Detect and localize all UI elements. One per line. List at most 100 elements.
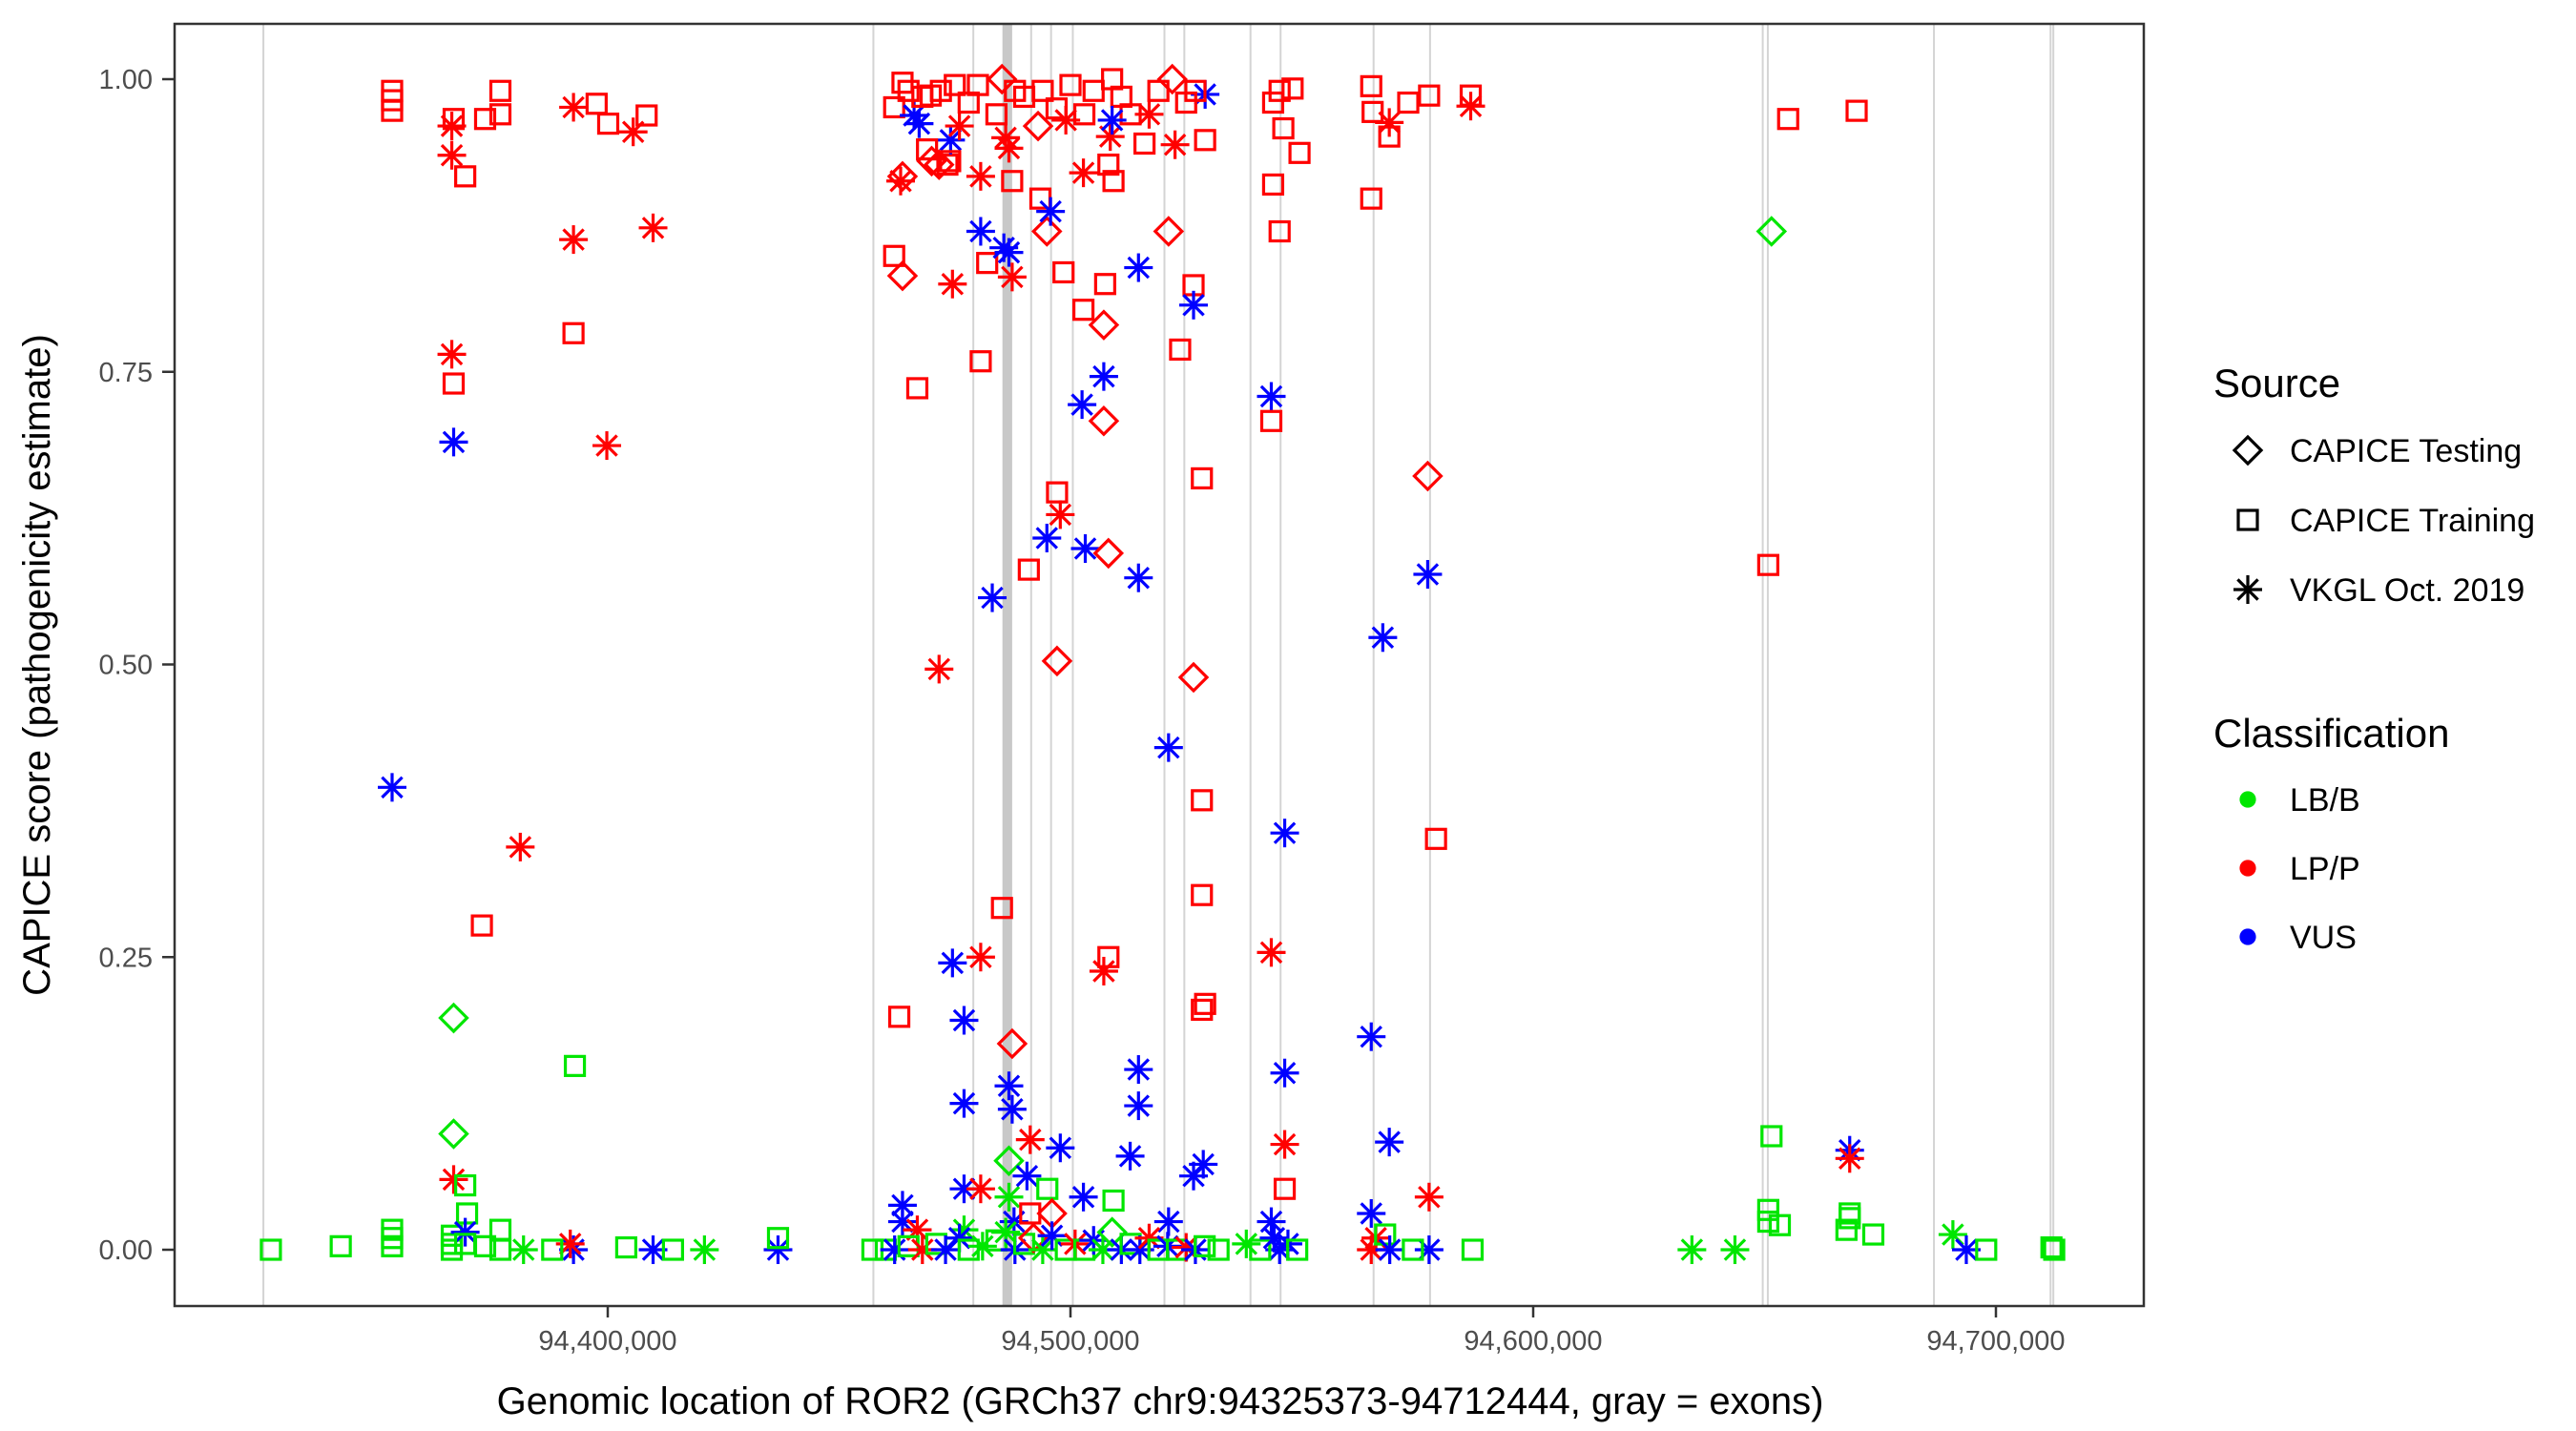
data-point-asterisk <box>1115 1141 1145 1171</box>
legend-title-classification: Classification <box>2213 711 2449 756</box>
data-point-asterisk <box>1179 290 1209 320</box>
data-point-diamond <box>993 1145 1025 1177</box>
data-point-asterisk <box>763 1235 793 1264</box>
data-point-square <box>916 138 939 161</box>
data-point-square <box>381 99 404 122</box>
data-point-square <box>1861 1223 1885 1246</box>
data-point-diamond <box>438 1002 469 1034</box>
data-point-square <box>1361 100 1384 123</box>
data-point-square <box>1259 409 1283 432</box>
data-point-asterisk <box>1413 560 1443 590</box>
data-point-square <box>1194 1234 1216 1257</box>
data-point-square <box>1194 992 1216 1015</box>
data-point-asterisk <box>938 269 967 299</box>
data-point-asterisk <box>966 943 995 972</box>
exon-band <box>1761 24 1764 1306</box>
y-tick-label: 0.00 <box>99 1235 153 1266</box>
y-tick-label: 1.00 <box>99 65 153 95</box>
data-point-square <box>1402 1238 1424 1261</box>
data-point-square <box>1191 883 1214 906</box>
data-point-square <box>1207 1238 1230 1261</box>
data-point-asterisk <box>1259 1223 1289 1253</box>
data-point-square <box>1461 1238 1485 1261</box>
data-point-square <box>661 1238 684 1261</box>
data-point-asterisk <box>1375 1128 1404 1157</box>
data-point-square <box>1184 79 1207 102</box>
data-point-square <box>1071 299 1095 321</box>
data-point-asterisk <box>1051 105 1081 135</box>
data-point-square <box>1261 91 1285 114</box>
data-point-diamond <box>1088 309 1120 341</box>
exon-band <box>2052 24 2055 1306</box>
data-point-asterisk <box>1069 1182 1098 1212</box>
data-point-square <box>1036 1177 1059 1200</box>
data-point-square <box>455 1202 479 1225</box>
legend-key-dot-icon <box>2239 791 2256 808</box>
data-point-asterisk <box>1015 1125 1045 1154</box>
data-point-asterisk <box>966 217 995 246</box>
exon-band <box>2049 24 2052 1306</box>
data-point-asterisk <box>1270 819 1299 848</box>
exon-band <box>1071 24 1074 1306</box>
data-point-square <box>562 321 585 344</box>
data-point-square <box>905 377 929 400</box>
data-point-square <box>944 73 966 96</box>
legend-key-dot-icon <box>2239 928 2256 945</box>
data-point-square <box>1418 84 1441 107</box>
data-point-square <box>883 95 905 119</box>
data-point-asterisk <box>638 213 668 242</box>
data-point-asterisk <box>936 125 966 155</box>
data-point-square <box>990 897 1013 920</box>
data-point-asterisk <box>1089 362 1118 391</box>
y-tick-label: 0.25 <box>99 943 153 973</box>
data-point-asterisk <box>1270 1130 1299 1159</box>
data-point-asterisk <box>1257 938 1286 967</box>
data-point-square <box>1102 170 1125 193</box>
data-point-square <box>1360 187 1382 210</box>
x-tick-label: 94,600,000 <box>1464 1326 1602 1357</box>
data-point-asterisk <box>887 1207 917 1236</box>
data-point-asterisk <box>1232 1229 1261 1258</box>
data-point-diamond <box>886 259 919 292</box>
data-point-square <box>1756 553 1779 576</box>
data-point-square <box>766 1227 790 1250</box>
data-point-square <box>470 914 493 937</box>
data-point-asterisk <box>949 1006 979 1035</box>
data-point-square <box>1768 1213 1792 1236</box>
data-point-asterisk <box>1456 92 1485 121</box>
exon-band <box>262 24 265 1306</box>
data-point-asterisk <box>1046 500 1075 529</box>
data-point-square <box>1975 1238 1998 1261</box>
data-point-square <box>2043 1238 2066 1261</box>
data-point-square <box>1835 1218 1858 1241</box>
data-point-square <box>1845 99 1868 122</box>
data-point-square <box>329 1234 352 1257</box>
data-point-square <box>897 79 920 102</box>
exon-band <box>972 24 975 1306</box>
data-point-diamond <box>1092 537 1125 570</box>
data-point-square <box>1097 153 1120 176</box>
data-point-square <box>1147 79 1170 102</box>
data-point-square <box>1031 79 1054 102</box>
data-point-square <box>381 1234 404 1257</box>
data-point-asterisk <box>1070 534 1100 564</box>
data-point-asterisk <box>945 112 974 141</box>
data-point-square <box>1169 338 1192 362</box>
data-point-asterisk <box>559 93 589 122</box>
data-point-square <box>2040 1235 2063 1259</box>
data-point-asterisk <box>994 238 1024 267</box>
data-point-diamond <box>916 145 947 177</box>
data-point-square <box>1102 1189 1125 1213</box>
exon-band <box>1163 24 1166 1306</box>
data-point-asterisk <box>1046 1133 1075 1163</box>
exon-band <box>1049 24 1052 1306</box>
data-point-asterisk <box>1124 253 1153 282</box>
data-point-square <box>1097 945 1120 968</box>
data-point-asterisk <box>450 1217 480 1247</box>
data-point-square <box>541 1238 564 1261</box>
data-point-asterisk <box>1368 623 1398 653</box>
data-point-asterisk <box>880 1235 909 1264</box>
exon-band <box>1428 24 1431 1306</box>
legend-label-source: VKGL Oct. 2019 <box>2290 572 2524 609</box>
data-point-square <box>1017 558 1040 581</box>
